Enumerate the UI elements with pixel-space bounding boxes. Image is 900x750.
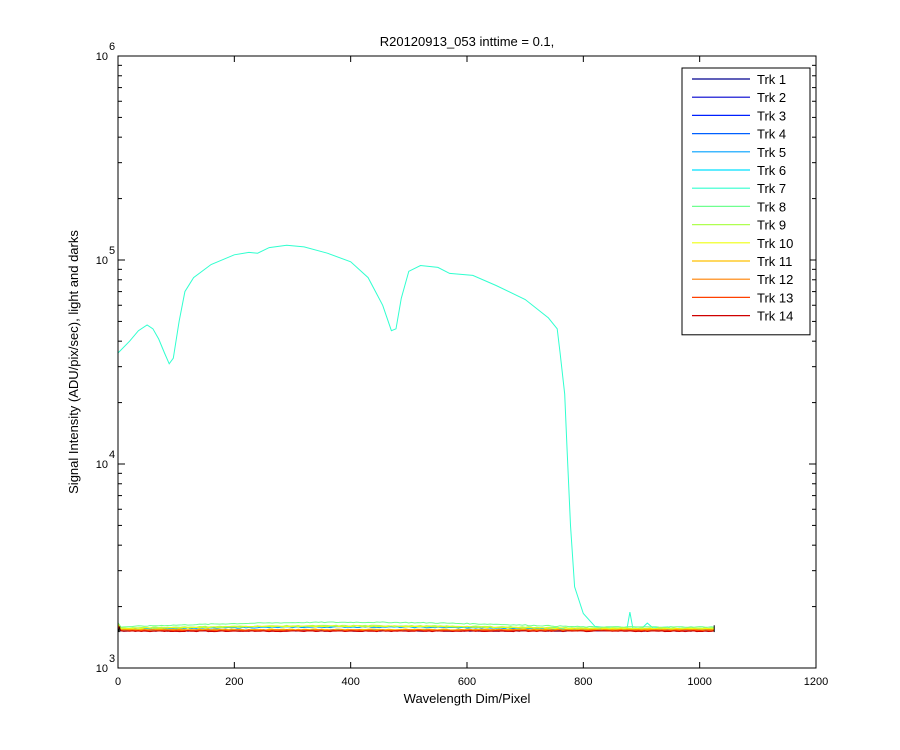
y-tick-label-base-0: 10 [96,663,108,675]
legend-label-6: Trk 6 [757,163,786,178]
legend-label-8: Trk 8 [757,199,786,214]
x-tick-label-1: 200 [225,676,243,688]
y-tick-label-exp-2: 5 [109,245,115,257]
series-line-7 [117,244,715,630]
series-line-10 [117,624,715,630]
legend-label-5: Trk 5 [757,145,786,160]
chart-title: R20120913_053 inttime = 0.1, [380,34,555,49]
series-line-8 [117,621,715,628]
x-axis-label: Wavelength Dim/Pixel [404,691,531,706]
y-tick-label-base-2: 10 [96,255,108,267]
x-tick-label-2: 400 [341,676,359,688]
x-tick-label-0: 0 [115,676,121,688]
legend-label-13: Trk 13 [757,290,793,305]
legend-label-1: Trk 1 [757,72,786,87]
x-tick-label-5: 1000 [687,676,711,688]
series-line-14 [117,626,715,633]
legend-label-3: Trk 3 [757,108,786,123]
legend-label-10: Trk 10 [757,236,793,251]
y-tick-label-base-1: 10 [96,459,108,471]
series-line-11 [117,624,715,631]
legend-label-4: Trk 4 [757,127,786,142]
y-tick-label-exp-0: 3 [109,653,115,665]
x-tick-label-6: 1200 [804,676,828,688]
y-tick-label-base-3: 10 [96,51,108,63]
x-tick-label-4: 800 [574,676,592,688]
legend: Trk 1 Trk 2 Trk 3 Trk 4 Trk 5 Trk 6 Trk 7 Trk 8… [681,67,811,336]
legend-box [681,67,811,336]
legend-label-14: Trk 14 [757,309,793,324]
y-axis-label: Signal Intensity (ADU/pix/sec), light an… [66,230,81,494]
legend-label-9: Trk 9 [757,218,786,233]
y-tick-label-exp-3: 6 [109,41,115,53]
legend-label-11: Trk 11 [757,254,792,269]
legend-label-12: Trk 12 [757,272,793,287]
y-tick-label-exp-1: 4 [109,449,115,461]
legend-label-7: Trk 7 [757,181,786,196]
series-layer [117,244,715,633]
x-tick-label-3: 600 [458,676,476,688]
legend-label-2: Trk 2 [757,90,786,105]
